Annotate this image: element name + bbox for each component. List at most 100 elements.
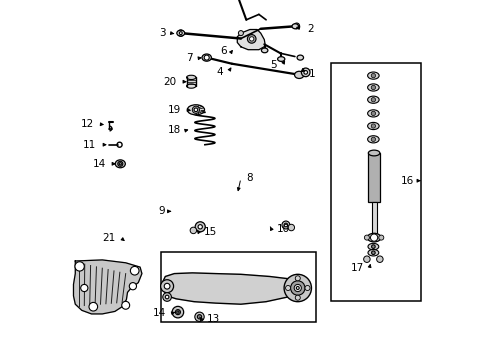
Ellipse shape	[366, 233, 380, 242]
Ellipse shape	[296, 55, 303, 60]
Circle shape	[284, 223, 287, 227]
Text: 11: 11	[83, 140, 96, 150]
Text: 7: 7	[185, 53, 192, 63]
Text: 16: 16	[400, 176, 413, 186]
Circle shape	[194, 312, 204, 321]
Text: 14: 14	[92, 159, 106, 169]
Polygon shape	[73, 260, 142, 314]
Ellipse shape	[367, 122, 378, 130]
Circle shape	[364, 235, 368, 240]
Circle shape	[177, 30, 183, 36]
Circle shape	[172, 306, 183, 318]
Circle shape	[301, 68, 309, 77]
Text: 10: 10	[276, 224, 289, 234]
Text: 15: 15	[204, 227, 217, 237]
Circle shape	[371, 245, 374, 248]
Ellipse shape	[367, 136, 378, 143]
Bar	[186, 77, 196, 86]
Bar	[161, 252, 315, 322]
Circle shape	[370, 111, 375, 116]
Text: 17: 17	[350, 263, 363, 273]
Circle shape	[295, 276, 300, 281]
Ellipse shape	[367, 72, 378, 79]
Circle shape	[175, 310, 180, 315]
Bar	[330, 63, 420, 301]
Text: 14: 14	[153, 308, 166, 318]
Circle shape	[282, 221, 289, 229]
Text: 18: 18	[167, 125, 181, 135]
Circle shape	[179, 32, 182, 35]
Ellipse shape	[367, 249, 378, 256]
Circle shape	[164, 283, 170, 289]
Circle shape	[296, 287, 299, 289]
Text: 2: 2	[307, 24, 313, 34]
Circle shape	[247, 35, 256, 43]
Text: 5: 5	[270, 60, 276, 70]
Circle shape	[129, 283, 136, 290]
Circle shape	[370, 124, 375, 128]
Circle shape	[305, 285, 309, 291]
Circle shape	[130, 266, 139, 275]
Circle shape	[370, 85, 375, 90]
Ellipse shape	[277, 57, 284, 61]
Text: 6: 6	[220, 46, 226, 56]
Circle shape	[122, 301, 129, 309]
Text: 1: 1	[309, 69, 315, 79]
Circle shape	[293, 23, 299, 29]
Ellipse shape	[186, 84, 196, 88]
Ellipse shape	[261, 48, 267, 53]
Text: 9: 9	[158, 206, 164, 216]
Circle shape	[285, 285, 290, 291]
Circle shape	[376, 256, 382, 262]
Text: 12: 12	[81, 119, 94, 129]
Text: 13: 13	[206, 314, 220, 324]
Circle shape	[378, 235, 383, 240]
Circle shape	[303, 71, 307, 74]
Text: 20: 20	[163, 77, 177, 87]
Circle shape	[204, 55, 209, 60]
Bar	[367, 153, 379, 202]
Ellipse shape	[294, 71, 303, 78]
Circle shape	[294, 284, 301, 292]
Text: 8: 8	[246, 173, 252, 183]
Ellipse shape	[367, 96, 378, 103]
Circle shape	[284, 274, 311, 302]
Circle shape	[290, 281, 305, 295]
Circle shape	[287, 224, 294, 231]
Circle shape	[370, 234, 377, 241]
Ellipse shape	[115, 160, 125, 168]
Circle shape	[370, 98, 375, 102]
Ellipse shape	[177, 30, 184, 36]
Polygon shape	[162, 273, 297, 304]
Circle shape	[197, 315, 201, 319]
Ellipse shape	[367, 150, 379, 156]
Circle shape	[75, 262, 84, 271]
Circle shape	[89, 302, 98, 311]
Circle shape	[165, 295, 168, 299]
Circle shape	[238, 31, 243, 36]
Ellipse shape	[202, 54, 211, 61]
Circle shape	[371, 251, 374, 255]
Circle shape	[190, 227, 196, 234]
Circle shape	[249, 37, 253, 41]
Circle shape	[160, 280, 173, 293]
Text: 21: 21	[102, 233, 116, 243]
Ellipse shape	[367, 84, 378, 91]
Bar	[371, 202, 376, 238]
Circle shape	[198, 225, 202, 229]
Ellipse shape	[291, 24, 298, 29]
Circle shape	[192, 106, 199, 113]
Ellipse shape	[187, 105, 204, 115]
Circle shape	[370, 73, 375, 78]
Polygon shape	[237, 30, 265, 50]
Circle shape	[163, 293, 171, 301]
Circle shape	[177, 311, 179, 313]
Text: 4: 4	[216, 67, 223, 77]
Circle shape	[370, 137, 375, 141]
Circle shape	[81, 284, 88, 292]
Circle shape	[363, 256, 369, 262]
Circle shape	[295, 295, 300, 300]
Circle shape	[194, 108, 197, 112]
Ellipse shape	[367, 110, 378, 117]
Circle shape	[195, 222, 205, 232]
